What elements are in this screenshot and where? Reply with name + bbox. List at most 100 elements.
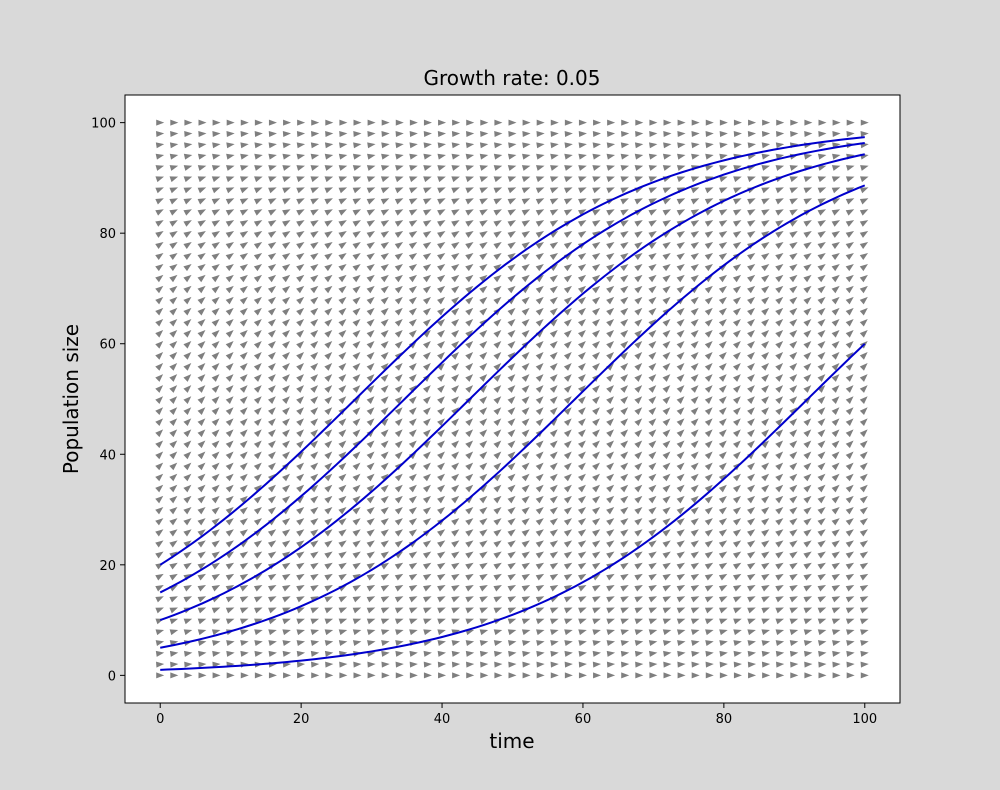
field-arrow <box>451 363 460 371</box>
field-arrow <box>634 329 643 338</box>
field-arrow <box>493 198 503 205</box>
field-arrow <box>775 274 784 283</box>
field-arrow <box>578 176 587 183</box>
field-arrow <box>225 429 234 438</box>
field-arrow <box>183 352 192 360</box>
field-arrow <box>634 263 643 272</box>
field-arrow <box>606 396 614 404</box>
field-arrow <box>352 629 362 636</box>
field-arrow <box>493 153 503 160</box>
field-arrow <box>352 529 361 537</box>
field-arrow <box>212 661 221 668</box>
field-arrow <box>563 209 573 216</box>
field-arrow <box>690 529 699 537</box>
field-arrow <box>310 396 319 404</box>
field-arrow <box>310 374 319 382</box>
field-arrow <box>831 540 840 548</box>
field-arrow <box>592 650 601 657</box>
field-arrow <box>380 562 390 570</box>
field-arrow <box>860 119 869 126</box>
field-arrow <box>662 562 671 570</box>
field-arrow <box>422 573 432 581</box>
field-arrow <box>634 573 643 581</box>
field-arrow <box>366 596 376 603</box>
field-arrow <box>423 418 431 427</box>
field-arrow <box>183 209 192 216</box>
field-arrow <box>832 640 841 646</box>
field-arrow <box>634 650 644 657</box>
field-arrow <box>620 640 630 646</box>
field-arrow <box>211 585 221 592</box>
field-arrow <box>296 640 306 646</box>
field-arrow <box>718 329 727 338</box>
field-arrow <box>310 518 319 526</box>
field-arrow <box>789 307 798 316</box>
field-arrow <box>394 329 403 338</box>
field-arrow <box>268 629 277 636</box>
field-arrow <box>310 329 319 338</box>
field-arrow <box>479 374 488 382</box>
field-arrow <box>789 640 799 646</box>
field-arrow <box>620 551 629 559</box>
field-arrow <box>408 285 417 294</box>
field-arrow <box>493 440 502 449</box>
field-arrow <box>747 220 756 227</box>
field-arrow <box>155 462 164 471</box>
field-arrow <box>451 650 461 657</box>
field-arrow <box>718 252 728 261</box>
field-arrow <box>183 153 193 160</box>
field-arrow <box>775 231 784 238</box>
field-arrow <box>268 618 277 625</box>
field-arrow <box>422 484 431 493</box>
field-arrow <box>211 618 221 625</box>
field-arrow <box>564 176 573 183</box>
field-arrow <box>620 307 629 316</box>
field-arrow <box>155 142 165 149</box>
field-arrow <box>282 187 291 194</box>
field-arrow <box>395 618 404 625</box>
field-arrow <box>381 672 390 679</box>
field-arrow <box>648 585 657 592</box>
field-arrow <box>733 629 742 636</box>
field-arrow <box>437 440 445 449</box>
field-arrow <box>845 220 855 227</box>
field-arrow <box>451 187 460 194</box>
field-arrow <box>465 252 474 261</box>
field-arrow <box>704 451 713 460</box>
field-arrow <box>451 451 460 460</box>
field-arrow <box>240 176 249 183</box>
field-arrow <box>507 396 516 404</box>
field-arrow <box>225 451 234 460</box>
field-arrow <box>324 198 333 205</box>
field-arrow <box>310 484 319 493</box>
field-arrow <box>535 242 544 249</box>
field-arrow <box>282 507 291 515</box>
field-arrow <box>592 252 601 261</box>
field-arrow <box>634 618 644 625</box>
field-arrow <box>352 296 361 305</box>
field-arrow <box>662 429 671 438</box>
field-arrow <box>620 220 629 227</box>
field-arrow <box>606 176 615 183</box>
field-arrow <box>225 274 234 283</box>
field-arrow <box>719 119 728 126</box>
field-arrow <box>155 198 164 205</box>
field-arrow <box>860 176 869 183</box>
field-arrow <box>225 396 234 404</box>
field-arrow <box>239 607 249 614</box>
field-arrow <box>352 285 361 294</box>
field-arrow <box>225 596 235 603</box>
field-arrow <box>676 242 685 249</box>
field-arrow <box>394 231 404 238</box>
field-arrow <box>408 396 417 404</box>
field-arrow <box>817 296 826 305</box>
field-arrow <box>634 307 643 316</box>
field-arrow <box>366 551 375 559</box>
field-arrow <box>521 242 530 249</box>
field-arrow <box>747 529 756 537</box>
field-arrow <box>466 661 475 668</box>
field-arrow <box>563 462 572 471</box>
field-arrow <box>718 462 727 471</box>
field-arrow <box>380 462 389 471</box>
field-arrow <box>267 518 277 526</box>
